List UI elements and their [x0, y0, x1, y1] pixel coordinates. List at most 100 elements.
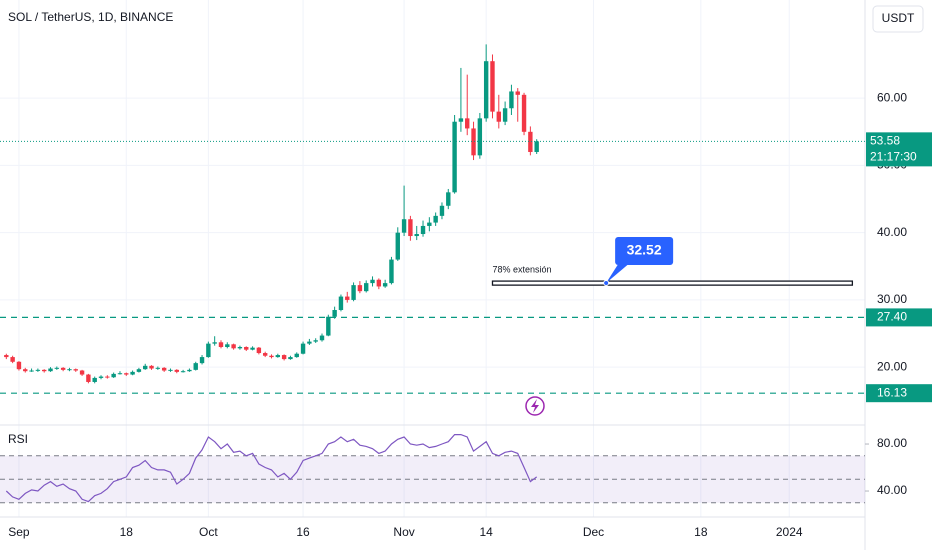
candle-body [250, 347, 255, 350]
candle-body [389, 259, 394, 284]
candle-body [54, 367, 60, 369]
callout-pointer [606, 260, 633, 283]
candle-body [256, 347, 262, 354]
rsi-tick-label: 80.00 [877, 436, 907, 450]
candle-body [206, 343, 211, 358]
x-tick-label: Sep [8, 525, 30, 539]
callout-point [603, 279, 610, 286]
x-tick-label: 18 [120, 525, 134, 539]
candle-body [4, 355, 9, 358]
extension-label: 78% extensión [492, 264, 551, 274]
candle-body [414, 234, 419, 237]
candle-body [521, 94, 527, 132]
callout-label: 32.52 [627, 242, 662, 258]
candle-body [244, 346, 249, 350]
candle-body [439, 205, 445, 216]
candle-body [382, 283, 388, 287]
candle-body [496, 111, 501, 122]
candle-body [187, 369, 192, 372]
candle-body [16, 361, 22, 370]
candle-body [326, 316, 331, 336]
candle-body [275, 355, 281, 358]
y-tick-label: 30.00 [877, 292, 907, 306]
candle-body [401, 219, 407, 233]
candle-body [357, 285, 363, 292]
candle-body [199, 357, 205, 364]
candle-body [67, 369, 72, 371]
candle-body [174, 369, 179, 372]
x-tick-label: Oct [199, 525, 218, 539]
candle-body [376, 279, 382, 287]
candle-body [231, 344, 236, 349]
rsi-tick-label: 40.00 [877, 483, 907, 497]
candle-body [307, 341, 312, 344]
candle-body [281, 355, 287, 360]
candle-body [509, 91, 514, 109]
candle-body [269, 355, 274, 358]
candle-body [10, 357, 15, 362]
candle-body [420, 225, 426, 235]
rsi-line [5, 434, 538, 503]
level-label-bg [866, 308, 932, 327]
candle-body [41, 369, 47, 372]
candle-body [48, 368, 53, 372]
last-price-label: 53.58 [870, 134, 900, 148]
y-tick-label: 40.00 [877, 225, 907, 239]
candle-body [370, 279, 375, 284]
candle-body [288, 357, 293, 360]
candle-body [483, 61, 489, 119]
candle-body [86, 374, 91, 382]
candle-body [427, 222, 432, 226]
candle-body [446, 192, 451, 206]
y-tick-label: 20.00 [877, 359, 907, 373]
candle-body [351, 285, 356, 300]
candle-body [313, 340, 318, 342]
candle-body [98, 376, 104, 378]
candle-body [212, 342, 217, 344]
level-label: 27.40 [877, 310, 907, 324]
y-tick-label: 60.00 [877, 90, 907, 104]
candle-body [458, 118, 464, 122]
candle-body [130, 371, 135, 375]
chart-title: SOL / TetherUS, 1D, BINANCE [8, 10, 173, 24]
x-tick-label: 14 [479, 525, 493, 539]
level-label: 16.13 [877, 385, 907, 399]
candle-body [528, 131, 533, 152]
candle-body [300, 343, 306, 354]
candle-body [294, 353, 299, 358]
candle-body [124, 373, 129, 375]
candle-body [471, 128, 476, 156]
candle-body [395, 232, 400, 260]
candle-body [534, 141, 539, 152]
candle-body [143, 365, 148, 370]
last-price-bg [866, 132, 932, 167]
candle-body [477, 118, 483, 156]
candle-body [225, 344, 230, 347]
candle-body [105, 376, 110, 378]
candle-body [433, 215, 438, 223]
rsi-title: RSI [8, 432, 28, 446]
candle-body [79, 370, 85, 375]
candle-body [35, 369, 41, 371]
candle-body [465, 118, 470, 129]
candle-body [452, 121, 457, 193]
extension-box [491, 280, 854, 286]
candle-body [149, 365, 154, 369]
candle-body [262, 353, 268, 356]
candle-body [408, 219, 413, 237]
x-tick-label: 18 [694, 525, 708, 539]
candle-body [218, 342, 224, 347]
candle-body [168, 369, 173, 371]
candle-body [364, 283, 369, 292]
candle-body [111, 373, 116, 378]
currency-label[interactable]: USDT [882, 11, 915, 25]
currency-button[interactable] [872, 5, 924, 33]
candle-body [332, 310, 337, 317]
x-tick-label: Nov [393, 525, 414, 539]
x-tick-label: 2024 [776, 525, 803, 539]
candle-body [73, 369, 78, 371]
candle-body [502, 108, 508, 122]
candle-body [155, 367, 161, 369]
